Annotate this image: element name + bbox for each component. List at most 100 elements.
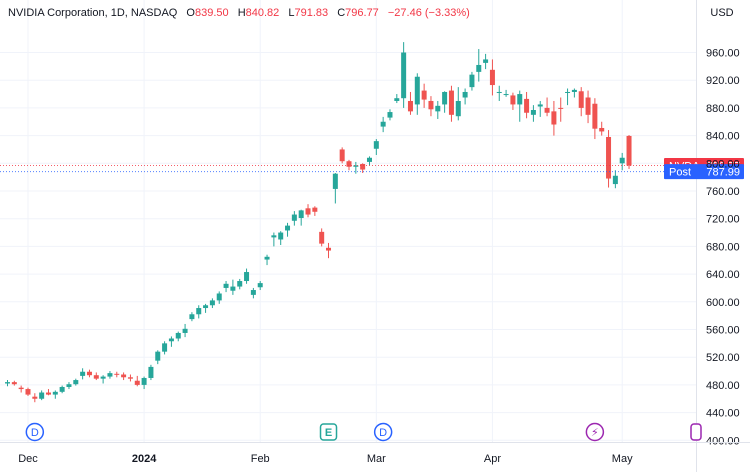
candle (585, 90, 591, 124)
dividend-icon-text: D (379, 427, 387, 439)
candle-body (148, 366, 154, 378)
candle-body (66, 384, 72, 387)
candle (558, 97, 564, 122)
dividend-marker: D (373, 422, 393, 442)
candle (606, 130, 612, 188)
candle-body (558, 107, 564, 109)
candle-body (599, 127, 605, 132)
candle (619, 152, 625, 171)
candle (257, 281, 263, 291)
candle-body (619, 157, 625, 164)
candle-body (114, 373, 120, 375)
candle-body (380, 121, 386, 127)
candle (537, 100, 543, 117)
candle (626, 135, 632, 169)
low-label: L (288, 7, 295, 19)
price-tick-label: 680.00 (706, 241, 740, 253)
candle-body (223, 283, 229, 288)
price-tick-label: 800.00 (706, 158, 740, 170)
price-tag-bg (664, 164, 744, 180)
grid (0, 0, 696, 442)
candle (503, 89, 509, 97)
candle-body (216, 293, 222, 301)
candle-body (360, 163, 366, 170)
price-tick-label: 560.00 (706, 325, 740, 337)
candle (291, 211, 297, 226)
candle-body (80, 371, 86, 376)
symbol-title: NVIDIA Corporation, 1D, NASDAQ (8, 7, 178, 19)
candles (5, 42, 632, 403)
candle (421, 83, 427, 108)
candle (551, 100, 557, 136)
candle (216, 291, 222, 304)
candle-body (107, 373, 113, 377)
candle (52, 390, 58, 399)
candle (223, 281, 229, 293)
candle-body (271, 235, 277, 238)
candle-body (162, 343, 168, 352)
candle-body (510, 95, 516, 105)
candle-body (59, 386, 65, 392)
candle (39, 390, 45, 401)
offscreen-event-icon (690, 423, 702, 441)
candle-body (428, 100, 434, 110)
price-tag-value: 787.99 (706, 167, 740, 179)
candle-body (421, 90, 427, 100)
candle (565, 88, 571, 106)
candle (155, 350, 161, 365)
candle-body (537, 104, 543, 107)
candle-body (373, 141, 379, 149)
candle-body (141, 377, 147, 385)
candle (612, 170, 618, 189)
candle (121, 372, 127, 381)
candle (134, 375, 140, 387)
candle (592, 98, 598, 140)
time-tick-label: 2024 (132, 453, 157, 465)
candle-body (442, 91, 448, 105)
candle (278, 231, 284, 246)
candle-body (353, 165, 359, 167)
candle (148, 364, 154, 381)
candle-body (298, 210, 304, 219)
candle (59, 385, 65, 394)
time-tick-label: Feb (251, 453, 270, 465)
price-tick-label: 600.00 (706, 297, 740, 309)
candle (373, 139, 379, 155)
candle (86, 369, 92, 378)
candle-body (414, 76, 420, 105)
price-axis[interactable]: NVDA796.77Post787.99400.00440.00480.0052… (664, 0, 744, 472)
candle (544, 97, 550, 117)
legend-header: NVIDIA Corporation, 1D, NASDAQ O839.50 H… (8, 6, 470, 20)
candle-body (305, 208, 311, 215)
price-tick-label: 400.00 (706, 435, 740, 447)
candle (203, 303, 209, 313)
candle-body (551, 111, 557, 125)
candle (448, 85, 454, 122)
candle-body (387, 112, 393, 118)
candle-body (394, 98, 400, 101)
price-tick-label: 840.00 (706, 131, 740, 143)
candle-body (39, 392, 45, 399)
candle (100, 375, 106, 384)
candle (319, 228, 325, 247)
candle-body (462, 91, 468, 98)
candle (353, 161, 359, 174)
currency-label[interactable]: USD (710, 7, 734, 19)
price-tag-label: Post (669, 167, 691, 179)
candle-body (524, 98, 530, 113)
time-tick-label: May (612, 453, 633, 465)
candle-body (237, 281, 243, 287)
candle-body (585, 97, 591, 115)
price-tick-label: 960.00 (706, 48, 740, 60)
split-icon-text: ⚡ (591, 427, 599, 439)
candle (442, 91, 448, 113)
candle-body (517, 94, 523, 105)
dividend-icon (25, 422, 45, 442)
candle (339, 147, 345, 164)
candle-body (230, 286, 236, 291)
candle-body (86, 371, 92, 376)
time-axis[interactable]: Dec 2024 Feb Mar Apr May (0, 442, 750, 466)
close-label: C (337, 7, 346, 19)
